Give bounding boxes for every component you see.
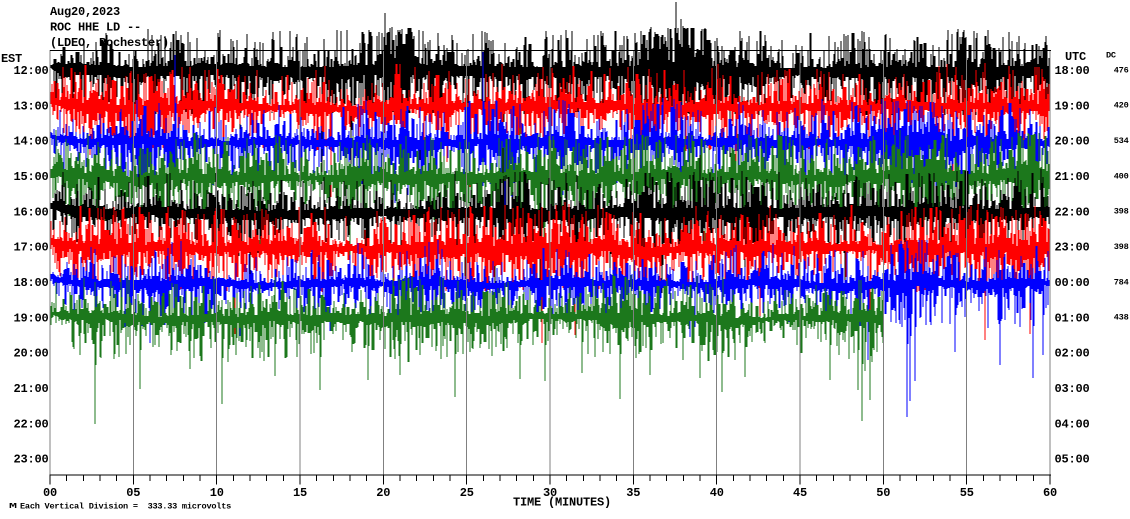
svg-text:25: 25 — [460, 486, 474, 500]
svg-text:DC: DC — [1106, 51, 1116, 61]
svg-text:15: 15 — [293, 486, 307, 500]
svg-text:22:00: 22:00 — [1055, 205, 1090, 219]
svg-text:22:00: 22:00 — [13, 417, 48, 431]
svg-text:18:00: 18:00 — [1055, 64, 1090, 78]
svg-text:04:00: 04:00 — [1055, 417, 1090, 431]
svg-text:19:00: 19:00 — [1055, 99, 1090, 113]
svg-text:30: 30 — [543, 486, 557, 500]
svg-text:55: 55 — [960, 486, 974, 500]
svg-text:476: 476 — [1114, 65, 1129, 75]
svg-text:398: 398 — [1114, 207, 1129, 217]
svg-text:(LDEO, Rochester): (LDEO, Rochester) — [50, 36, 169, 50]
svg-text:21:00: 21:00 — [13, 382, 48, 396]
svg-text:Each Vertical Division = 333.: Each Vertical Division = 333.33 microvol… — [20, 502, 231, 512]
svg-text:23:00: 23:00 — [1055, 241, 1090, 255]
svg-text:00: 00 — [43, 486, 57, 500]
svg-text:05:00: 05:00 — [1055, 453, 1090, 467]
svg-text:15:00: 15:00 — [13, 170, 48, 184]
svg-text:50: 50 — [876, 486, 890, 500]
svg-text:40: 40 — [710, 486, 724, 500]
svg-text:438: 438 — [1114, 313, 1129, 323]
svg-text:20:00: 20:00 — [1055, 135, 1090, 149]
svg-text:Aug20,2023: Aug20,2023 — [50, 5, 120, 19]
svg-text:18:00: 18:00 — [13, 276, 48, 290]
svg-text:35: 35 — [626, 486, 640, 500]
svg-text:534: 534 — [1114, 136, 1129, 146]
svg-text:60: 60 — [1043, 486, 1057, 500]
svg-text:14:00: 14:00 — [13, 135, 48, 149]
svg-text:01:00: 01:00 — [1055, 311, 1090, 325]
svg-text:EST: EST — [1, 52, 22, 66]
svg-text:ROC HHE LD --: ROC HHE LD -- — [50, 21, 141, 35]
svg-text:17:00: 17:00 — [13, 241, 48, 255]
svg-text:16:00: 16:00 — [13, 205, 48, 219]
svg-text:13:00: 13:00 — [13, 99, 48, 113]
svg-text:45: 45 — [793, 486, 807, 500]
svg-text:20:00: 20:00 — [13, 347, 48, 361]
svg-text:400: 400 — [1114, 171, 1129, 181]
svg-text:TIME (MINUTES): TIME (MINUTES) — [513, 496, 611, 510]
svg-text:03:00: 03:00 — [1055, 382, 1090, 396]
svg-text:21:00: 21:00 — [1055, 170, 1090, 184]
svg-text:398: 398 — [1114, 242, 1129, 252]
svg-text:420: 420 — [1114, 101, 1129, 111]
svg-text:10: 10 — [210, 486, 224, 500]
svg-text:M: M — [9, 503, 17, 511]
svg-text:19:00: 19:00 — [13, 311, 48, 325]
svg-text:02:00: 02:00 — [1055, 347, 1090, 361]
svg-text:00:00: 00:00 — [1055, 276, 1090, 290]
svg-text:UTC: UTC — [1065, 50, 1086, 64]
svg-text:23:00: 23:00 — [13, 453, 48, 467]
svg-text:12:00: 12:00 — [13, 64, 48, 78]
svg-text:784: 784 — [1114, 277, 1129, 287]
svg-text:05: 05 — [126, 486, 140, 500]
svg-text:20: 20 — [376, 486, 390, 500]
